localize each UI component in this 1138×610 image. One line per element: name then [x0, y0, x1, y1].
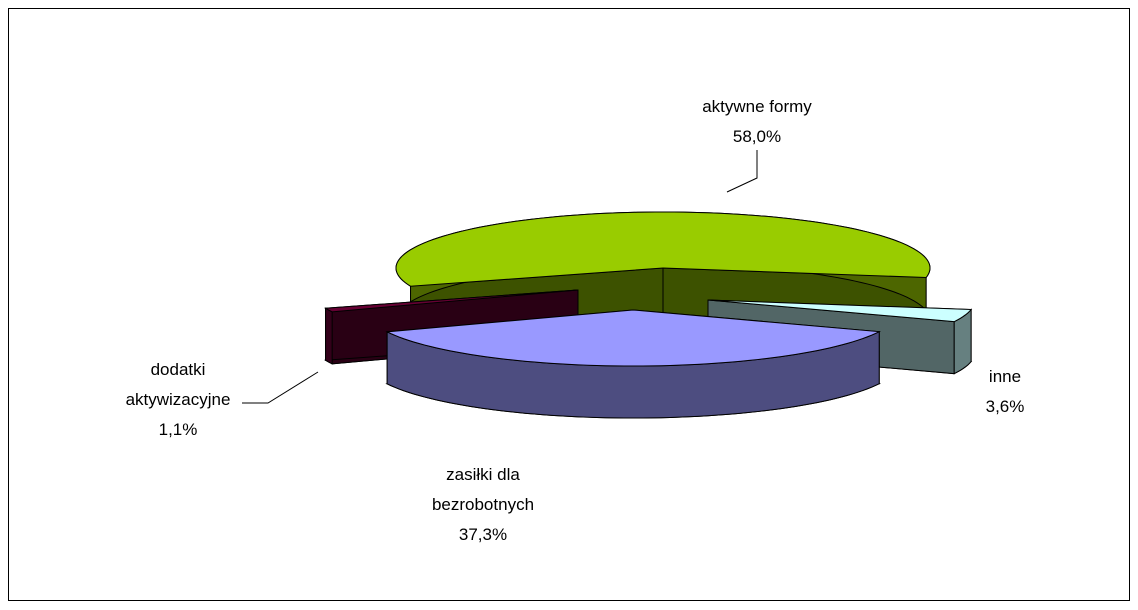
category-label: dodatki aktywizacyjne	[125, 360, 231, 409]
leader-line	[242, 371, 319, 404]
leader-line	[726, 150, 758, 193]
slice-label: dodatki aktywizacyjne 1,1%	[108, 355, 248, 445]
slice-top	[707, 299, 973, 323]
value-label: 1,1%	[158, 420, 198, 439]
pie-slice	[385, 309, 882, 419]
value-label: 58,0%	[732, 127, 782, 146]
category-label: aktywne formy	[702, 97, 812, 116]
category-label: inne	[988, 367, 1022, 386]
slice-label: inne 3,6%	[945, 362, 1065, 422]
slice-wall	[325, 307, 333, 365]
value-label: 37,3%	[458, 525, 508, 544]
slice-top	[395, 211, 931, 287]
pie	[323, 211, 973, 419]
category-label: zasiłki dla bezrobotnych	[431, 465, 535, 514]
slice-top	[385, 309, 882, 367]
slice-top	[323, 289, 579, 313]
value-label: 3,6%	[985, 397, 1025, 416]
slice-label: aktywne formy 58,0%	[657, 92, 857, 152]
slice-label: zasiłki dla bezrobotnych 37,3%	[413, 460, 553, 550]
